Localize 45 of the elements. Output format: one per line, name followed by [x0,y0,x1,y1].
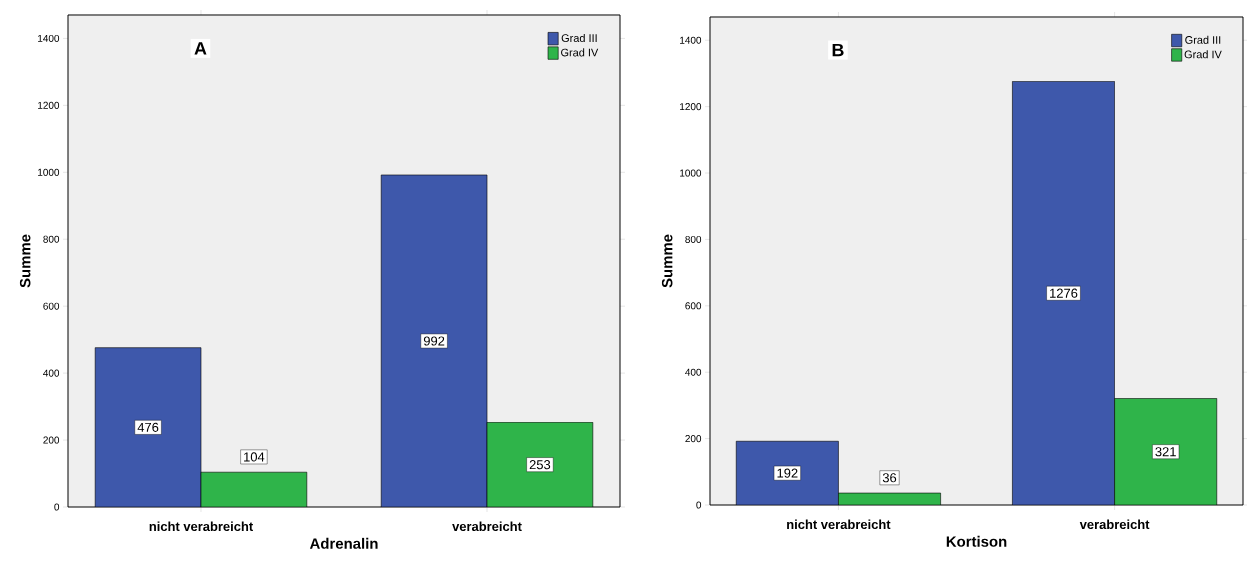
y-tick-label: 600 [43,302,60,310]
bar [380,174,488,507]
y-axis-title: Summe [661,234,673,288]
x-tick-label: nicht verabreicht [149,521,254,532]
data-label: 104 [244,452,265,462]
y-tick-label: 800 [685,235,702,243]
legend-label: Grad III [561,33,597,42]
text: A [194,42,207,55]
legend-label: Grad IV [1184,50,1222,59]
y-axis-title: Summe [19,234,31,288]
y-tick-label: 1400 [38,34,60,42]
data-label: 253 [529,460,551,470]
bar [1114,398,1218,505]
text: B [832,43,844,57]
y-tick-label: 1000 [680,169,702,177]
data-label: 36 [882,473,897,483]
legend-label: Grad IV [561,48,599,57]
y-tick-label: 0 [696,501,702,509]
y-tick-label: 400 [43,369,60,377]
x-tick-label: nicht verabreicht [787,519,891,530]
data-label: 1276 [1050,288,1078,298]
y-tick-label: 200 [43,436,60,444]
data-label: 321 [1155,447,1176,457]
y-tick-label: 1200 [680,103,702,111]
y-tick-label: 1400 [680,36,702,44]
y-tick-label: 800 [43,235,60,243]
data-label: 192 [777,468,798,478]
y-tick-label: 1200 [38,101,60,109]
bar [486,422,594,507]
y-tick-label: 200 [685,435,702,443]
y-tick-label: 0 [54,503,60,511]
data-label: 476 [137,422,159,432]
bar [200,471,308,507]
legend-label: Grad III [1185,35,1221,44]
bar [735,440,839,505]
y-tick-label: 600 [685,302,702,310]
x-axis-title: Adrenalin [309,537,378,549]
data-label: 992 [423,336,445,346]
bar [1012,81,1115,505]
x-axis-title: Kortison [946,535,1007,547]
y-tick-label: 400 [685,368,702,376]
x-tick-label: verabreicht [1079,519,1150,530]
x-tick-label: verabreicht [452,521,522,532]
y-tick-label: 1000 [38,168,60,176]
bar [94,347,202,507]
